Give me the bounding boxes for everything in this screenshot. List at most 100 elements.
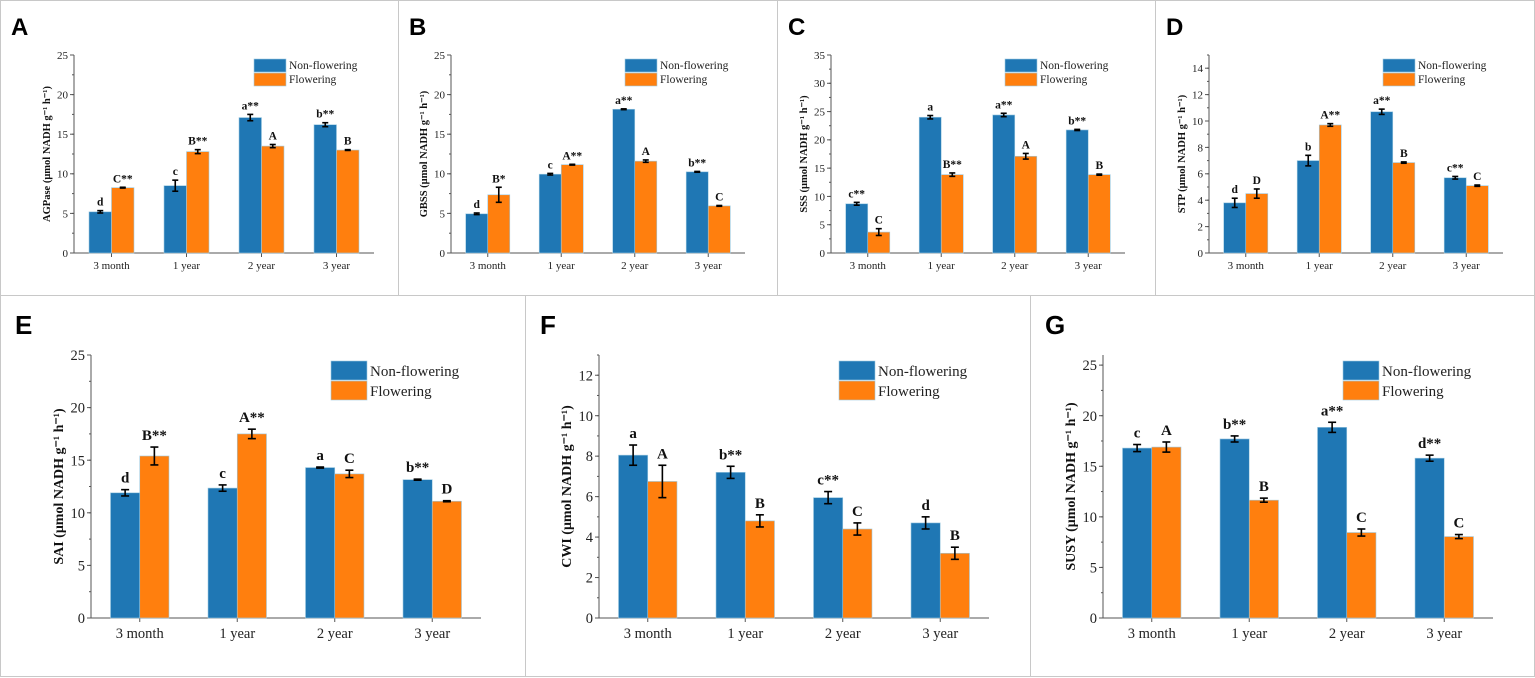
bar-non-flowering [1414, 457, 1445, 619]
legend-label-flowering: Flowering [660, 74, 708, 86]
legend-swatch-flowering [1382, 72, 1416, 87]
significance-label: a [629, 426, 637, 442]
chart-f: F 0 2 4 6 8 10 12 CWI (μmol NADH g⁻¹ h⁻¹) 3 month… [540, 310, 989, 642]
panel-a: A 0 5 10 15 20 25 AGPase (μmol NADH g⁻¹ h⁻¹) 3 m… [0, 0, 399, 296]
y-tick-label: 0 [63, 248, 69, 260]
y-tick-label: 0 [1198, 248, 1204, 260]
significance-label: C [1453, 516, 1464, 532]
significance-label: c [548, 159, 553, 171]
bar-non-flowering [88, 211, 112, 254]
bar-non-flowering [1223, 202, 1247, 254]
panel-letter: D [1166, 14, 1183, 41]
y-tick-label: 5 [63, 208, 69, 220]
bar-non-flowering [992, 114, 1016, 254]
y-tick-label: 4 [586, 530, 594, 546]
significance-label: a** [1373, 95, 1391, 107]
chart-a: A 0 5 10 15 20 25 AGPase (μmol NADH g⁻¹ h⁻¹) 3 m… [11, 14, 374, 272]
y-axis-label: SAI (μmol NADH g⁻¹ h⁻¹) [52, 408, 67, 565]
bar-flowering [1087, 174, 1111, 254]
x-tick-label: 3 year [323, 260, 351, 272]
y-tick-label: 25 [71, 348, 86, 364]
panel-c: C 0 5 10 15 20 25 30 35 SSS (μmol NADH g⁻¹ h⁻¹) 3 … [777, 0, 1156, 296]
y-tick-label: 10 [579, 409, 594, 425]
y-tick-label: 10 [1192, 116, 1204, 128]
chart-g: G 0 5 10 15 20 25 SUSY (μmol NADH g⁻¹ h⁻¹) 3 mon… [1045, 310, 1493, 642]
panel-f: F 0 2 4 6 8 10 12 CWI (μmol NADH g⁻¹ h⁻¹) 3 month… [525, 295, 1031, 677]
significance-label: c [1134, 426, 1141, 442]
bar-non-flowering [685, 171, 709, 254]
x-tick-label: 1 year [173, 260, 201, 272]
y-axis-label: SUSY (μmol NADH g⁻¹ h⁻¹) [1064, 402, 1079, 571]
significance-label: B [344, 136, 352, 148]
y-tick-label: 0 [586, 611, 593, 627]
legend-label-flowering: Flowering [878, 384, 940, 400]
legend-label-non-flowering: Non-flowering [1382, 364, 1472, 380]
bar-non-flowering [918, 116, 942, 254]
significance-label: c** [848, 188, 865, 200]
bar-flowering [1346, 532, 1377, 619]
x-tick-label: 1 year [928, 260, 956, 272]
y-tick-label: 20 [57, 89, 69, 101]
y-tick-label: 20 [1083, 409, 1098, 425]
significance-label: A [269, 130, 278, 142]
bar-non-flowering [465, 213, 489, 254]
significance-label: d** [1418, 436, 1441, 452]
bar-non-flowering [1122, 447, 1153, 619]
bar-flowering [1465, 185, 1489, 254]
significance-label: d [1232, 184, 1239, 196]
legend: Non-flowering Flowering [330, 360, 460, 401]
bar-flowering [261, 145, 285, 254]
x-tick-label: 2 year [825, 626, 861, 642]
significance-label: b** [406, 460, 429, 476]
bar-flowering [1318, 124, 1342, 254]
legend-label-non-flowering: Non-flowering [1418, 60, 1487, 72]
y-tick-label: 20 [71, 401, 86, 417]
panel-letter: A [11, 14, 28, 41]
legend: Non-flowering Flowering [838, 360, 968, 401]
y-tick-label: 10 [814, 191, 826, 203]
x-tick-label: 2 year [317, 626, 353, 642]
significance-label: C [344, 451, 355, 467]
chart-d: D 0 2 4 6 8 10 12 14 STP (μmol NADH g⁻¹ h⁻¹) 3 mon… [1166, 14, 1503, 272]
x-tick-label: 1 year [1231, 626, 1267, 642]
significance-label: b** [316, 109, 334, 121]
significance-label: A** [1320, 110, 1340, 122]
x-tick-label: 1 year [727, 626, 763, 642]
chart-b: B 0 5 10 15 20 25 GBSS (μmol NADH g⁻¹ h⁻¹) 3 mon… [409, 14, 745, 272]
bar-flowering [236, 433, 267, 619]
significance-label: B [1259, 479, 1269, 495]
y-tick-label: 6 [1198, 169, 1204, 181]
panel-e: E 0 5 10 15 20 25 SAI (μmol NADH g⁻¹ h⁻¹) 3 mont… [0, 295, 526, 677]
significance-label: C** [113, 173, 133, 185]
bar-non-flowering [1296, 160, 1320, 254]
bar-non-flowering [813, 497, 844, 619]
panel-letter: E [15, 310, 32, 340]
y-tick-label: 5 [440, 208, 446, 220]
significance-label: B** [943, 159, 962, 171]
y-tick-label: 20 [434, 89, 446, 101]
legend: Non-flowering Flowering [624, 58, 729, 87]
x-tick-label: 2 year [1379, 260, 1407, 272]
x-tick-label: 3 year [1453, 260, 1481, 272]
bar-non-flowering [538, 173, 562, 254]
bar-non-flowering [207, 487, 238, 619]
significance-label: d [97, 197, 104, 209]
legend-label-non-flowering: Non-flowering [289, 60, 358, 72]
y-tick-label: 20 [814, 135, 826, 147]
legend-swatch-non-flowering [1004, 58, 1038, 73]
bar-flowering [842, 528, 873, 619]
significance-label: C [1356, 510, 1367, 526]
y-tick-label: 25 [1083, 358, 1098, 374]
panel-d: D 0 2 4 6 8 10 12 14 STP (μmol NADH g⁻¹ h⁻¹) 3 mon… [1155, 0, 1535, 296]
y-axis-label: AGPase (μmol NADH g⁻¹ h⁻¹) [42, 86, 53, 222]
significance-label: d [921, 498, 930, 514]
x-tick-label: 3 month [1128, 626, 1177, 642]
y-tick-label: 30 [814, 78, 826, 90]
significance-label: A** [562, 150, 582, 162]
chart-c: C 0 5 10 15 20 25 30 35 SSS (μmol NADH g⁻¹ h⁻¹) 3 … [788, 14, 1125, 272]
bar-non-flowering [910, 522, 941, 619]
panel-letter: B [409, 14, 426, 41]
significance-label: b** [1223, 417, 1246, 433]
y-tick-label: 5 [78, 558, 85, 574]
bar-flowering [939, 552, 970, 619]
